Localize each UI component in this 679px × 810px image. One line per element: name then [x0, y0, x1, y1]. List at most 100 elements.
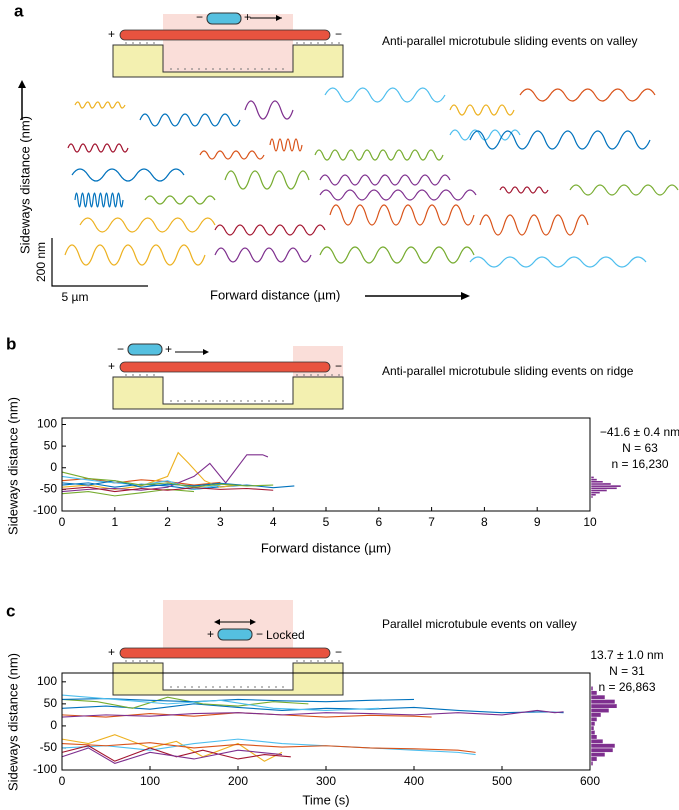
annotation: N = 63	[622, 441, 658, 455]
panel-title: Anti-parallel microtubule sliding events…	[382, 34, 637, 48]
arrow-head	[276, 15, 282, 21]
trace	[61, 738, 476, 756]
locked-label: Locked	[266, 628, 305, 642]
trace	[61, 734, 283, 762]
histogram-bar	[590, 747, 614, 753]
plus: +	[108, 27, 115, 41]
y-tick-label: 50	[44, 438, 58, 452]
trace	[269, 138, 303, 152]
scale-bar	[51, 238, 148, 287]
annotation: n = 16,230	[611, 457, 668, 471]
plus: +	[244, 10, 251, 24]
annotation: N = 31	[609, 664, 645, 678]
trace	[61, 694, 379, 712]
minus: −	[335, 359, 342, 373]
trace	[61, 486, 274, 493]
histogram-bar	[590, 694, 606, 700]
y-tick-label: -100	[33, 503, 57, 517]
x-tick-label: 1	[111, 515, 118, 529]
annotation: n = 26,863	[598, 680, 655, 694]
plus: +	[165, 342, 172, 356]
trace	[479, 214, 589, 236]
arrow-head	[203, 349, 209, 355]
x-tick-label: 500	[492, 774, 512, 788]
trace	[469, 130, 651, 150]
trace	[139, 113, 241, 127]
trace	[319, 246, 475, 264]
y-tick-label: 50	[44, 696, 58, 710]
histogram-bar	[590, 756, 598, 762]
trace	[61, 709, 564, 718]
trace	[61, 745, 291, 762]
minus: −	[117, 342, 124, 356]
trace	[244, 100, 294, 120]
trace	[74, 101, 126, 109]
histogram-bar	[590, 699, 616, 705]
histogram-bar	[590, 716, 598, 722]
x-axis-label: Forward distance (µm)	[210, 287, 340, 302]
histogram-bar	[590, 482, 612, 486]
trace	[329, 204, 475, 226]
x-tick-label: 5	[323, 515, 330, 529]
histogram-bar	[590, 721, 596, 727]
histogram-bar	[590, 476, 595, 479]
trace	[319, 189, 477, 201]
histogram-bar	[590, 495, 594, 499]
minus: −	[335, 27, 342, 41]
scale-label: 200 nm	[34, 242, 48, 282]
y-axis-label: Sideways distance (nm)	[5, 653, 20, 791]
x-axis-label: Time (s)	[302, 792, 349, 807]
histogram-bar	[590, 486, 618, 490]
trace	[61, 454, 269, 493]
histogram-bar	[590, 752, 606, 758]
x-tick-label: 10	[583, 515, 597, 529]
trace	[449, 104, 515, 116]
trace	[74, 192, 124, 208]
histogram-bar	[590, 685, 594, 691]
y-tick-label: -50	[40, 482, 58, 496]
histogram-bar	[590, 484, 622, 488]
histogram-bar	[590, 489, 608, 492]
scale-label: 5 µm	[62, 290, 89, 304]
panel-title: Anti-parallel microtubule sliding events…	[382, 364, 634, 378]
trace	[499, 186, 549, 194]
y-tick-label: 0	[50, 460, 57, 474]
annotation: −41.6 ± 0.4 nm	[600, 425, 679, 439]
x-tick-label: 7	[428, 515, 435, 529]
x-axis-label: Forward distance (µm)	[261, 540, 391, 555]
plus: +	[108, 645, 115, 659]
histogram-bar	[590, 743, 616, 749]
traces	[64, 87, 679, 268]
panel-label: a	[14, 1, 24, 20]
motor-tube	[206, 12, 242, 25]
x-tick-label: 0	[59, 774, 66, 788]
plus: +	[207, 627, 214, 641]
x-tick-label: 3	[217, 515, 224, 529]
histogram-bar	[590, 703, 618, 709]
histogram-bar	[590, 730, 596, 735]
x-tick-label: 6	[375, 515, 382, 529]
motor-tube	[217, 628, 253, 641]
trace	[199, 150, 265, 160]
trace	[519, 88, 656, 102]
panel-title: Parallel microtubule events on valley	[382, 617, 577, 631]
y-tick-label: 100	[37, 417, 57, 431]
histogram-bar	[590, 734, 598, 740]
x-tick-label: 400	[404, 774, 424, 788]
y-tick-label: -100	[33, 762, 57, 776]
trace	[61, 696, 309, 709]
plot-frame	[61, 417, 591, 512]
schematic	[112, 647, 344, 696]
trace	[319, 174, 451, 186]
trace	[67, 143, 129, 153]
panel-label: b	[6, 334, 16, 353]
minus: −	[196, 10, 203, 24]
histogram-bar	[590, 480, 604, 484]
trace	[61, 703, 564, 714]
trace	[61, 742, 476, 753]
histogram-bar	[590, 725, 595, 731]
histogram-bar	[590, 712, 602, 718]
trace	[224, 170, 310, 190]
y-axis-label: Sideways distance (nm)	[5, 397, 20, 535]
